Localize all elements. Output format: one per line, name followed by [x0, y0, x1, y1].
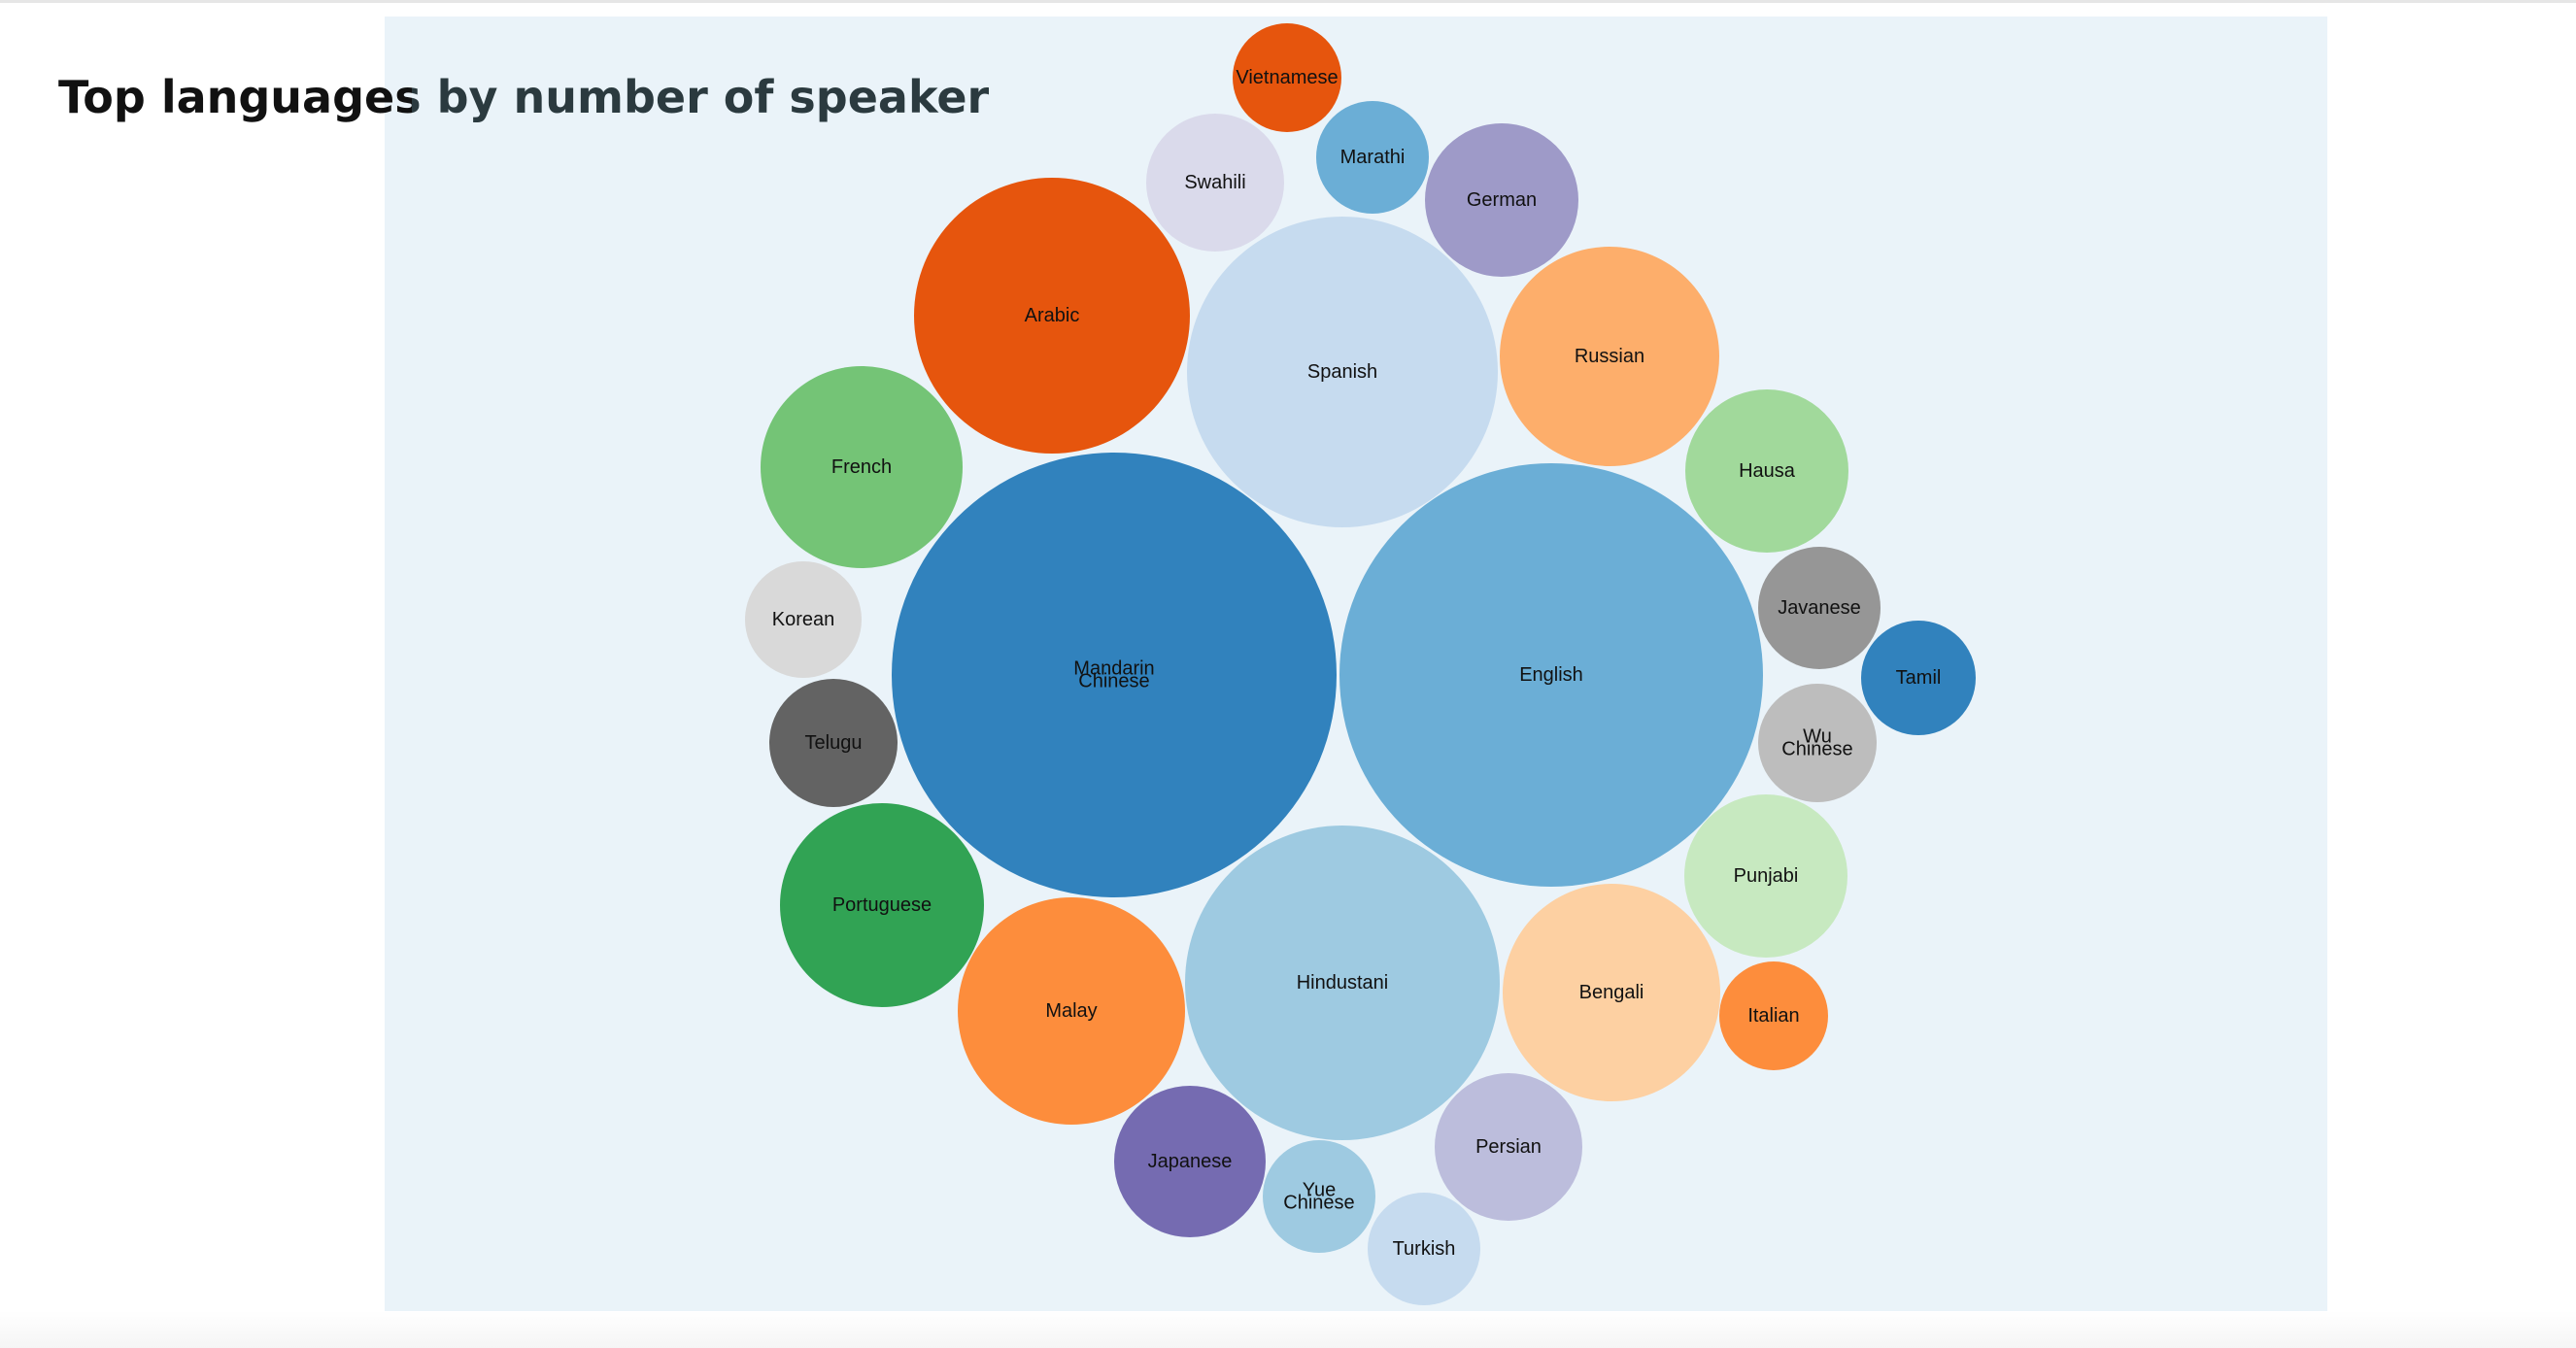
bubble-label-hausa: Hausa — [1739, 460, 1796, 482]
bubble-japanese: Japanese — [1114, 1086, 1266, 1237]
top-divider — [0, 0, 2576, 3]
bubble-circle-javanese — [1758, 547, 1881, 669]
bubble-label-italian: Italian — [1747, 1005, 1799, 1027]
bubble-circle-hindustani — [1185, 826, 1500, 1140]
bubble-label-javanese: Javanese — [1778, 597, 1861, 619]
bubble-label-japanese: Japanese — [1148, 1151, 1233, 1172]
bubble-bengali: Bengali — [1503, 884, 1720, 1101]
bubble-label-bengali: Bengali — [1579, 982, 1644, 1003]
bubble-label-tamil: Tamil — [1896, 667, 1942, 689]
bubble-circle-malay — [958, 897, 1185, 1125]
bubble-circle-wu-chinese — [1758, 684, 1877, 802]
bubble-label-persian: Persian — [1475, 1136, 1542, 1158]
bubble-label-mandarin-chinese: Chinese — [1078, 671, 1149, 692]
bubble-label-english: English — [1519, 664, 1583, 686]
bubble-label-spanish: Spanish — [1307, 361, 1377, 383]
bubble-circle-italian — [1719, 961, 1828, 1070]
bubble-turkish: Turkish — [1368, 1193, 1480, 1305]
bubble-french: French — [761, 366, 963, 568]
bubble-persian: Persian — [1435, 1073, 1582, 1221]
bubble-label-portuguese: Portuguese — [832, 894, 932, 916]
bubble-label-yue-chinese: Chinese — [1283, 1193, 1354, 1214]
bubble-circle-mandarin-chinese — [892, 453, 1337, 897]
bubble-label-wu-chinese: Chinese — [1781, 739, 1852, 760]
bubble-swahili: Swahili — [1146, 114, 1284, 252]
bubble-punjabi: Punjabi — [1684, 794, 1847, 958]
bubble-circle-portuguese — [780, 803, 984, 1007]
bubble-circle-russian — [1500, 247, 1719, 466]
bubble-circle-hausa — [1685, 389, 1848, 553]
bubble-circle-german — [1425, 123, 1578, 277]
bubble-label-hindustani: Hindustani — [1297, 972, 1389, 994]
bubble-label-yue-chinese: Yue — [1303, 1180, 1336, 1201]
bubble-label-telugu: Telugu — [805, 732, 863, 754]
bubble-circle-japanese — [1114, 1086, 1266, 1237]
bubble-arabic: Arabic — [914, 178, 1190, 454]
bubble-circle-vietnamese — [1233, 23, 1341, 132]
bubble-circle-english — [1339, 463, 1763, 887]
bubble-label-turkish: Turkish — [1393, 1238, 1456, 1260]
bubble-circle-turkish — [1368, 1193, 1480, 1305]
bubble-circle-swahili — [1146, 114, 1284, 252]
bubble-label-korean: Korean — [772, 609, 835, 630]
bubble-label-vietnamese: Vietnamese — [1236, 67, 1338, 88]
bubble-circle-marathi — [1316, 101, 1429, 214]
bubble-hindustani: Hindustani — [1185, 826, 1500, 1140]
bubble-circle-spanish — [1187, 217, 1498, 527]
bubble-label-mandarin-chinese: Mandarin — [1073, 658, 1154, 680]
bubble-label-wu-chinese: Wu — [1803, 726, 1832, 748]
bubble-vietnamese: Vietnamese — [1233, 23, 1341, 132]
bubble-marathi: Marathi — [1316, 101, 1429, 214]
bubble-circle-yue-chinese — [1263, 1140, 1375, 1253]
bubble-label-swahili: Swahili — [1184, 172, 1245, 193]
bubble-label-french: French — [831, 456, 892, 478]
bubble-hausa: Hausa — [1685, 389, 1848, 553]
bubble-label-russian: Russian — [1575, 346, 1644, 367]
bubble-circle-persian — [1435, 1073, 1582, 1221]
bubble-circle-arabic — [914, 178, 1190, 454]
bubble-label-marathi: Marathi — [1340, 147, 1406, 168]
bubble-circle-bengali — [1503, 884, 1720, 1101]
chart-title: Top languages by number of speaker — [58, 71, 990, 123]
bubble-spanish: Spanish — [1187, 217, 1498, 527]
bottom-shadow — [0, 1311, 2576, 1348]
bubble-russian: Russian — [1500, 247, 1719, 466]
bubble-german: German — [1425, 123, 1578, 277]
bubble-english: English — [1339, 463, 1763, 887]
bubble-label-malay: Malay — [1045, 1000, 1097, 1022]
bubble-javanese: Javanese — [1758, 547, 1881, 669]
bubble-label-german: German — [1467, 189, 1537, 211]
bubble-circle-telugu — [769, 679, 898, 807]
bubble-circle-tamil — [1861, 621, 1976, 735]
bubble-korean: Korean — [745, 561, 862, 678]
bubble-italian: Italian — [1719, 961, 1828, 1070]
bubble-telugu: Telugu — [769, 679, 898, 807]
bubble-label-punjabi: Punjabi — [1734, 865, 1799, 887]
bubble-tamil: Tamil — [1861, 621, 1976, 735]
bubble-malay: Malay — [958, 897, 1185, 1125]
bubble-label-arabic: Arabic — [1025, 305, 1080, 326]
bubble-circle-korean — [745, 561, 862, 678]
bubble-circle-french — [761, 366, 963, 568]
bubble-circle-punjabi — [1684, 794, 1847, 958]
bubble-portuguese: Portuguese — [780, 803, 984, 1007]
